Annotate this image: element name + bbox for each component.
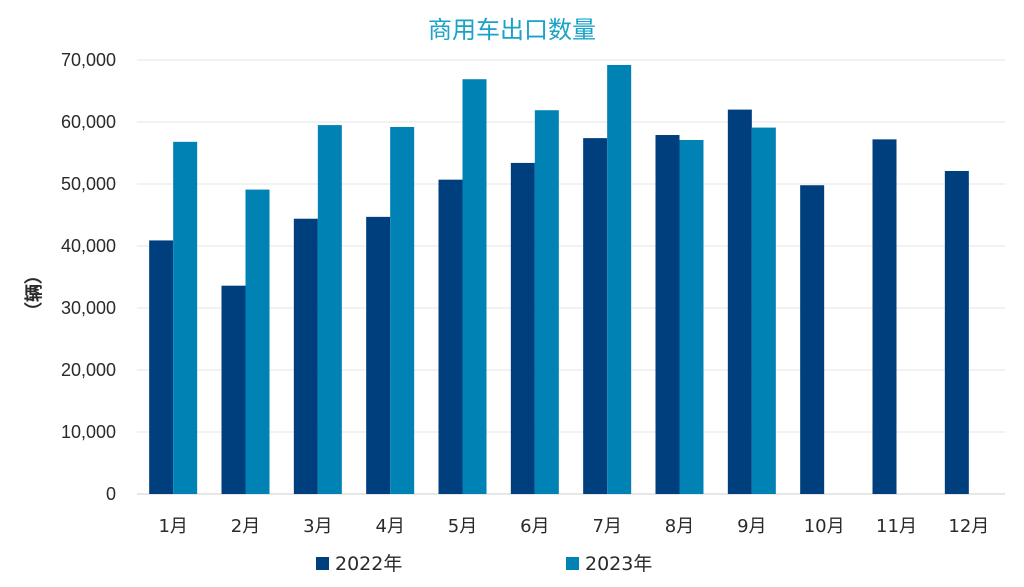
- bar-series-1: [655, 135, 680, 494]
- x-tick-label: 2月: [231, 516, 260, 537]
- y-tick-label: 10,000: [61, 422, 116, 442]
- x-tick-labels: 1月 2月 3月 4月 5月 6月 7月 8月 9月 10月 11月 12月: [158, 516, 989, 537]
- bar-series-2: [607, 64, 632, 495]
- bar-series-1: [944, 170, 969, 495]
- bar-series-1: [583, 138, 608, 494]
- y-tick-label: 60,000: [61, 112, 116, 132]
- x-tick-label: 8月: [665, 516, 694, 537]
- bar-series-2: [390, 126, 415, 495]
- legend: 2022年 2023年: [316, 553, 652, 575]
- bar-series-1: [438, 179, 463, 494]
- y-tick-label: 50,000: [61, 174, 116, 194]
- bar-series-2: [679, 139, 704, 495]
- x-tick-label: 12月: [948, 516, 989, 537]
- x-tick-label: 4月: [375, 516, 404, 537]
- legend-label: 2022年: [335, 553, 402, 575]
- bar-series-2: [173, 141, 198, 494]
- x-tick-label: 1月: [158, 516, 187, 537]
- y-axis-label: （辆）: [23, 266, 45, 320]
- bar-series-1: [149, 240, 174, 494]
- bar-series-2: [317, 125, 342, 494]
- bars: [149, 64, 969, 495]
- bar-series-1: [510, 162, 535, 495]
- x-tick-label: 11月: [876, 516, 917, 537]
- legend-label: 2023年: [585, 553, 652, 575]
- y-tick-label: 30,000: [61, 298, 116, 318]
- y-tick-labels: 0 10,000 20,000 30,000 40,000 50,000 60,000 70,…: [61, 50, 116, 504]
- bar-series-2: [751, 127, 776, 494]
- y-tick-label: 20,000: [61, 360, 116, 380]
- bar-series-1: [872, 139, 897, 495]
- y-tick-label: 0: [106, 484, 116, 504]
- legend-swatch: [316, 557, 329, 570]
- y-tick-label: 40,000: [61, 236, 116, 256]
- bar-series-1: [800, 185, 825, 495]
- bar-series-1: [293, 218, 318, 494]
- bar-series-2: [245, 189, 270, 494]
- chart-title: 商用车出口数量: [428, 16, 596, 44]
- y-tick-label: 70,000: [61, 50, 116, 70]
- x-tick-label: 7月: [592, 516, 621, 537]
- bar-series-2: [534, 110, 559, 494]
- x-tick-label: 10月: [804, 516, 845, 537]
- gridlines: [137, 59, 1005, 495]
- bar-series-1: [366, 216, 391, 495]
- x-tick-label: 9月: [737, 516, 766, 537]
- bar-series-2: [462, 79, 487, 494]
- legend-swatch: [566, 557, 579, 570]
- x-tick-label: 6月: [520, 516, 549, 537]
- x-tick-label: 5月: [448, 516, 477, 537]
- bar-series-1: [221, 285, 246, 494]
- x-tick-label: 3月: [303, 516, 332, 537]
- bar-series-1: [727, 109, 752, 494]
